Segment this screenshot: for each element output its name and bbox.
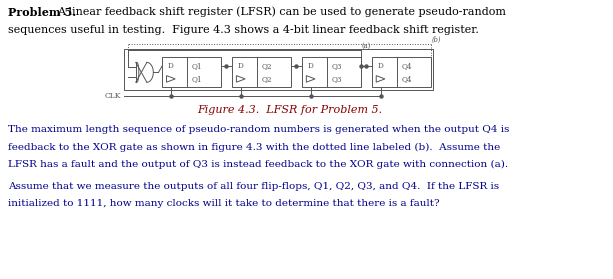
Text: Q4: Q4 [402,62,412,70]
Bar [124,49,433,90]
Text: feedback to the XOR gate as shown in figure 4.3 with the dotted line labeled (b): feedback to the XOR gate as shown in fig… [8,143,500,151]
Text: The maximum length sequence of pseudo-random numbers is generated when the outpu: The maximum length sequence of pseudo-ra… [8,125,509,134]
Text: A linear feedback shift register (LFSR) can be used to generate pseudo-random: A linear feedback shift register (LFSR) … [58,7,506,17]
Text: initialized to 1111, how many clocks will it take to determine that there is a f: initialized to 1111, how many clocks wil… [8,199,440,208]
Text: (a): (a) [362,42,371,49]
Text: Figure 4.3.  LFSR for Problem 5.: Figure 4.3. LFSR for Problem 5. [197,105,383,115]
Text: Q3: Q3 [332,62,341,70]
Text: Assume that we measure the outputs of all four flip-flops, Q1, Q2, Q3, and Q4.  : Assume that we measure the outputs of al… [8,182,500,191]
Bar [232,57,291,87]
Text: Q4: Q4 [402,75,412,83]
Text: Q2: Q2 [261,75,272,83]
Text: sequences useful in testing.  Figure 4.3 shows a 4-bit linear feedback shift reg: sequences useful in testing. Figure 4.3 … [8,25,479,35]
Text: LFSR has a fault and the output of Q3 is instead feedback to the XOR gate with c: LFSR has a fault and the output of Q3 is… [8,160,508,169]
Bar [162,57,221,87]
Text: CLK: CLK [105,92,121,100]
Text: D: D [237,62,243,70]
Text: Q1: Q1 [191,75,202,83]
Bar [372,57,430,87]
Text: Q3: Q3 [332,75,341,83]
Bar [302,57,360,87]
Text: Problem 5.: Problem 5. [8,7,77,18]
Text: D: D [377,62,383,70]
Text: Q1: Q1 [191,62,202,70]
Text: D: D [307,62,313,70]
Text: (b): (b) [432,36,441,44]
Text: Q2: Q2 [261,62,272,70]
Text: D: D [167,62,173,70]
